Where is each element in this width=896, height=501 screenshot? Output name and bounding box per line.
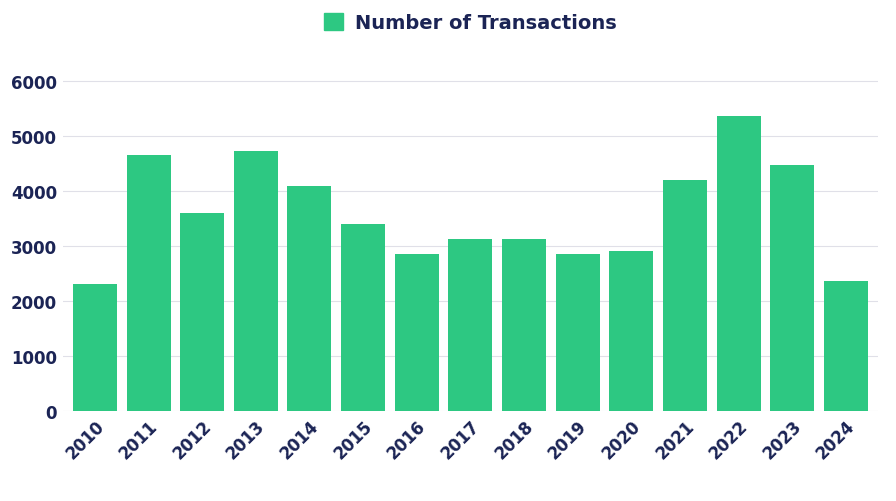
Legend: Number of Transactions: Number of Transactions <box>324 14 616 33</box>
Bar <box>73 285 116 411</box>
Bar <box>126 156 170 411</box>
Bar <box>180 213 224 411</box>
Bar <box>502 240 546 411</box>
Bar <box>609 252 653 411</box>
Bar <box>663 181 707 411</box>
Bar <box>556 255 599 411</box>
Bar <box>717 117 761 411</box>
Bar <box>771 166 814 411</box>
Bar <box>288 186 332 411</box>
Bar <box>234 152 278 411</box>
Bar <box>824 281 868 411</box>
Bar <box>341 224 385 411</box>
Bar <box>448 240 493 411</box>
Bar <box>395 255 439 411</box>
